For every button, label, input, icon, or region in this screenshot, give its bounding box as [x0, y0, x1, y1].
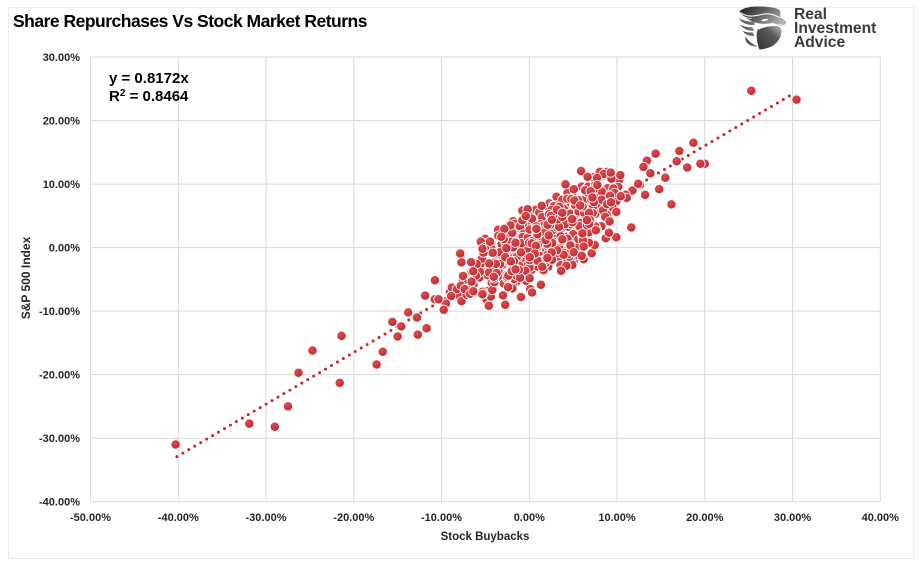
- svg-text:-30.00%: -30.00%: [39, 433, 80, 445]
- svg-text:Stock Buybacks: Stock Buybacks: [441, 531, 530, 543]
- svg-text:10.00%: 10.00%: [598, 512, 636, 524]
- svg-text:-40.00%: -40.00%: [39, 497, 80, 509]
- svg-text:30.00%: 30.00%: [43, 52, 81, 64]
- svg-text:-40.00%: -40.00%: [158, 512, 199, 524]
- svg-text:-20.00%: -20.00%: [39, 370, 80, 382]
- svg-text:-10.00%: -10.00%: [39, 306, 80, 318]
- svg-text:10.00%: 10.00%: [43, 179, 81, 191]
- svg-text:20.00%: 20.00%: [686, 512, 724, 524]
- svg-text:20.00%: 20.00%: [43, 116, 81, 128]
- svg-text:R2 = 0.8464: R2 = 0.8464: [109, 88, 189, 105]
- svg-text:0.00%: 0.00%: [49, 243, 80, 255]
- svg-text:-20.00%: -20.00%: [333, 512, 374, 524]
- svg-text:S&P 500 Index: S&P 500 Index: [19, 236, 33, 319]
- svg-text:y = 0.8172x: y = 0.8172x: [109, 70, 189, 87]
- svg-text:40.00%: 40.00%: [862, 512, 900, 524]
- svg-text:-50.00%: -50.00%: [70, 512, 111, 524]
- svg-text:0.00%: 0.00%: [514, 512, 545, 524]
- svg-text:-10.00%: -10.00%: [421, 512, 462, 524]
- svg-text:30.00%: 30.00%: [774, 512, 812, 524]
- svg-text:-30.00%: -30.00%: [246, 512, 287, 524]
